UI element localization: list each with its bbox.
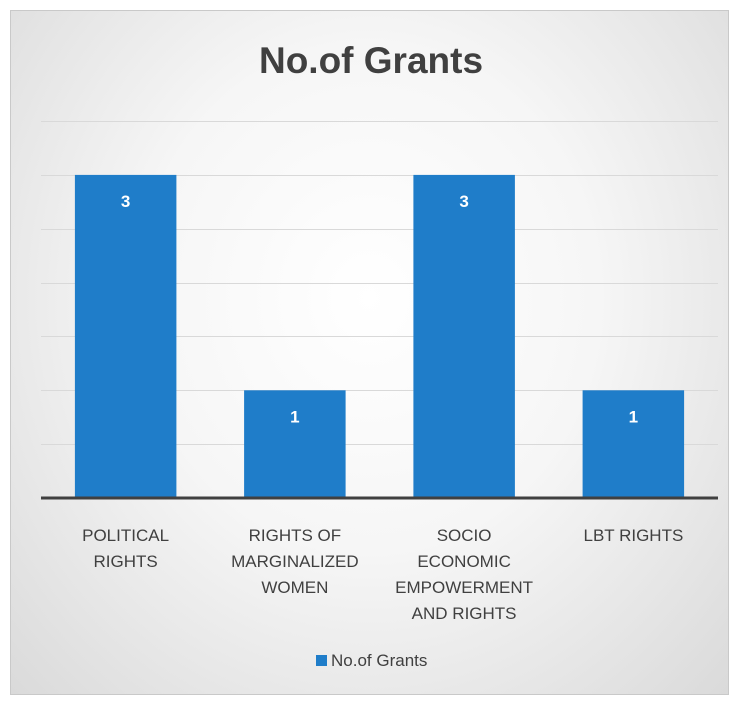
bar-chart: No.of Grants 3 1 3 1 POLITICAL RIGHTS RIGHTS … <box>41 40 718 670</box>
x-tick-label: RIGHTS OF MARGINALIZED WOMEN <box>231 526 359 597</box>
bars <box>74 174 685 498</box>
x-tick-label: LBT RIGHTS <box>583 526 683 545</box>
x-tick-label: POLITICAL RIGHTS <box>82 526 169 571</box>
bar <box>582 390 685 498</box>
data-label: 1 <box>629 407 638 426</box>
data-labels: 3 1 3 1 <box>121 192 638 426</box>
x-axis-tick-labels: POLITICAL RIGHTS RIGHTS OF MARGINALIZED WOME… <box>82 526 683 623</box>
legend-label: No.of Grants <box>331 651 427 670</box>
bar <box>413 174 515 498</box>
legend: No.of Grants <box>316 651 427 670</box>
data-label: 3 <box>459 192 468 211</box>
chart-container: No.of Grants 3 1 3 1 POLITICAL RIGHTS RIGHTS … <box>10 10 729 695</box>
x-tick-label: SOCIO ECONOMIC EMPOWERMENT AND RIGHTS <box>395 526 533 623</box>
data-label: 1 <box>290 407 299 426</box>
bar <box>244 390 346 498</box>
data-label: 3 <box>121 192 130 211</box>
legend-swatch <box>316 655 327 666</box>
chart-title: No.of Grants <box>259 40 483 81</box>
bar <box>74 174 177 498</box>
